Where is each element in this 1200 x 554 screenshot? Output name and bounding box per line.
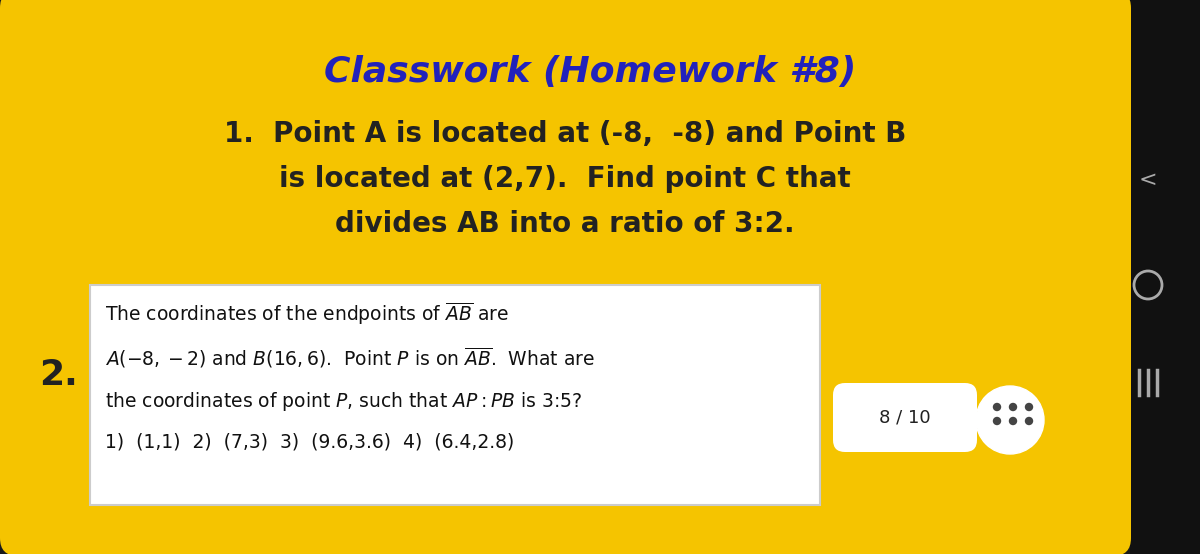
- Circle shape: [1026, 403, 1032, 411]
- Text: <: <: [1139, 170, 1157, 190]
- Text: divides AB into a ratio of 3:2.: divides AB into a ratio of 3:2.: [335, 210, 794, 238]
- FancyBboxPatch shape: [90, 285, 820, 505]
- Circle shape: [1026, 418, 1032, 424]
- Circle shape: [1009, 403, 1016, 411]
- Circle shape: [976, 386, 1044, 454]
- Text: $A(-8,-2)$ and $B(16,6)$.  Point $P$ is on $\overline{AB}$.  What are: $A(-8,-2)$ and $B(16,6)$. Point $P$ is o…: [106, 345, 595, 370]
- FancyBboxPatch shape: [0, 0, 1132, 554]
- Text: 2.: 2.: [38, 358, 77, 392]
- Text: 1)  (1,1)  2)  (7,3)  3)  (9.6,3.6)  4)  (6.4,2.8): 1) (1,1) 2) (7,3) 3) (9.6,3.6) 4) (6.4,2…: [106, 433, 515, 452]
- Text: The coordinates of the endpoints of $\overline{AB}$ are: The coordinates of the endpoints of $\ov…: [106, 300, 509, 327]
- Bar: [1130, 0, 1200, 554]
- Circle shape: [994, 403, 1001, 411]
- Text: the coordinates of point $P$, such that $AP{:}PB$ is 3:5?: the coordinates of point $P$, such that …: [106, 390, 582, 413]
- Text: is located at (2,7).  Find point C that: is located at (2,7). Find point C that: [280, 165, 851, 193]
- Text: 1.  Point A is located at (-8,  -8) and Point B: 1. Point A is located at (-8, -8) and Po…: [224, 120, 906, 148]
- FancyBboxPatch shape: [833, 383, 977, 452]
- Text: Classwork (Homework #8): Classwork (Homework #8): [324, 55, 856, 89]
- Circle shape: [994, 418, 1001, 424]
- Text: 8 / 10: 8 / 10: [880, 409, 931, 427]
- Circle shape: [1009, 418, 1016, 424]
